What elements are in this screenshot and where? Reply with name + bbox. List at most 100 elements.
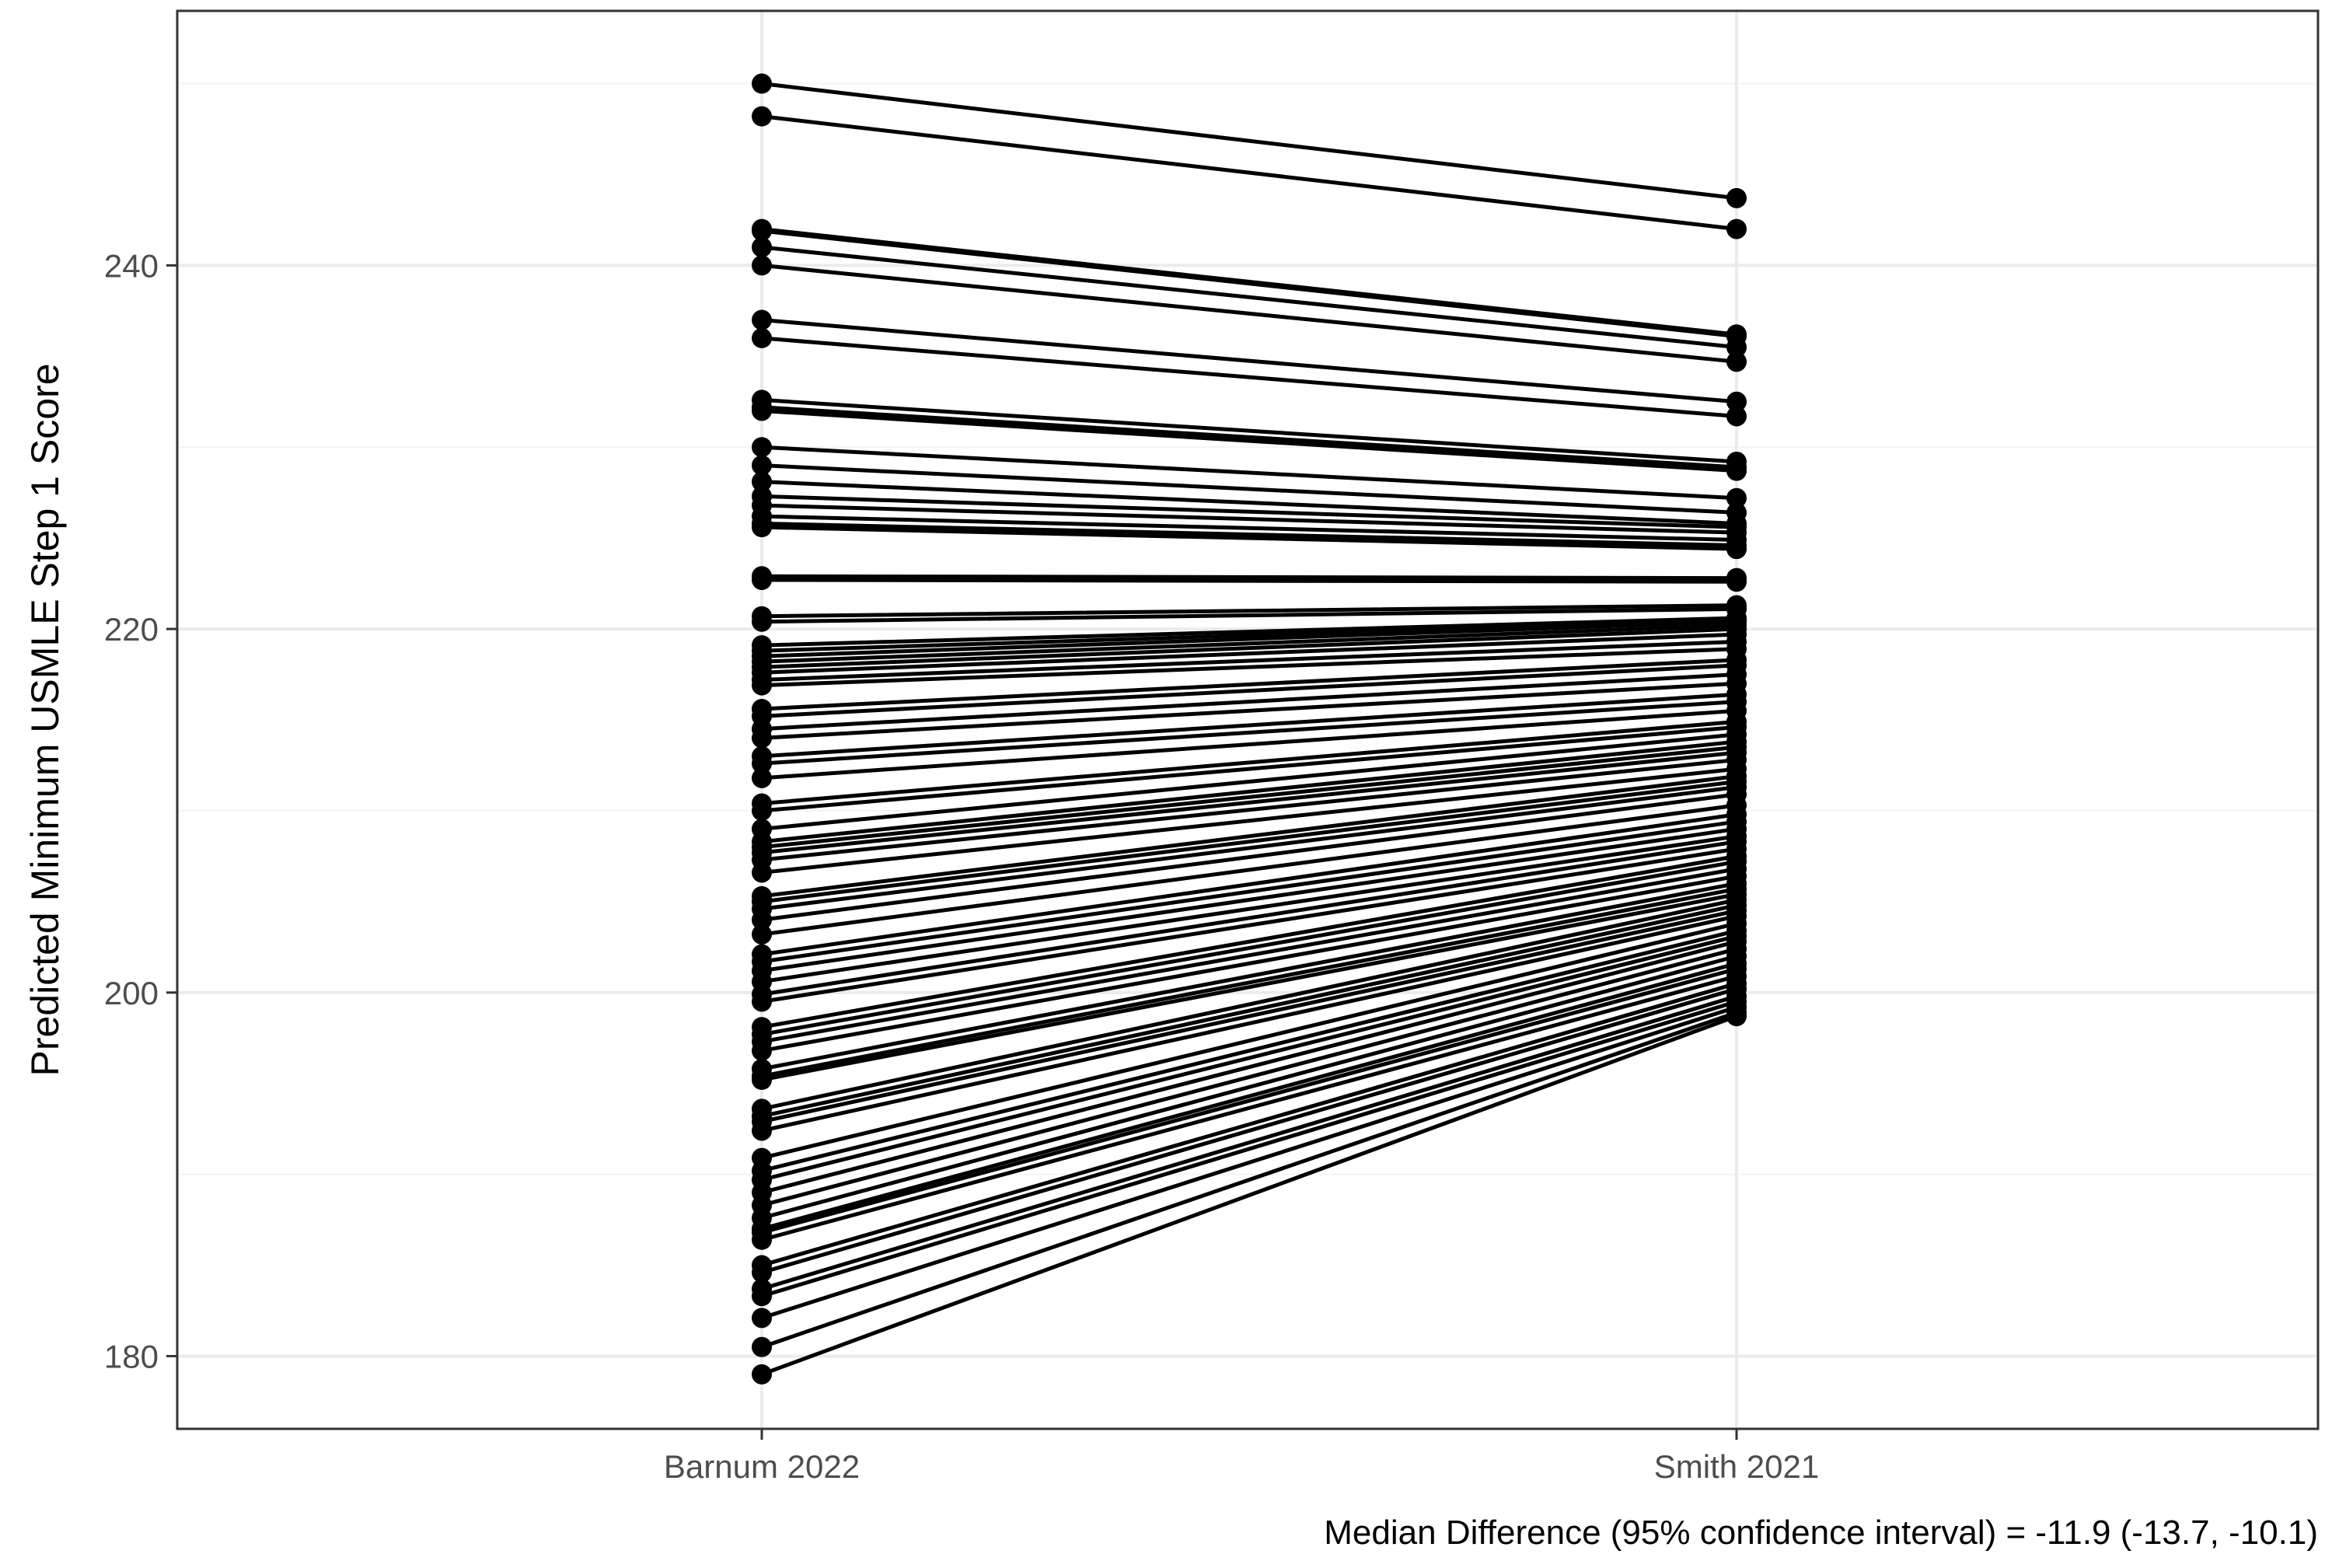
point-barnum-2022 [752, 800, 772, 821]
point-smith-2021 [1726, 406, 1747, 427]
point-barnum-2022 [752, 1286, 772, 1307]
pair-line [759, 859, 1739, 1037]
pair-line [759, 854, 1739, 1029]
pair-line [759, 909, 1739, 1124]
pair-line [759, 408, 1739, 473]
point-barnum-2022 [752, 753, 772, 774]
pair-line [759, 947, 1739, 1207]
pair-line [759, 692, 1739, 759]
pair-line [759, 663, 1739, 718]
pair-line [759, 745, 1739, 850]
pair-line [759, 750, 1739, 855]
pair-line [759, 405, 1739, 470]
pair-line [759, 525, 1739, 551]
pair-line [759, 826, 1739, 973]
pair-line [759, 700, 1739, 766]
point-barnum-2022 [752, 569, 772, 590]
pair-line [759, 974, 1739, 1242]
pair-line [759, 892, 1739, 1082]
pair-line [759, 632, 1739, 675]
pair-line [759, 780, 1739, 904]
pair-line [759, 672, 1739, 732]
point-barnum-2022 [752, 237, 772, 257]
data-points [752, 73, 1747, 1385]
point-barnum-2022 [752, 73, 772, 94]
pair-line [759, 966, 1739, 1234]
pair-line [759, 934, 1739, 1182]
point-barnum-2022 [752, 1040, 772, 1061]
y-tick-label: 180 [104, 1338, 159, 1374]
point-barnum-2022 [752, 1229, 772, 1250]
pair-line [759, 1010, 1739, 1350]
point-barnum-2022 [752, 400, 772, 421]
pair-line [759, 620, 1739, 658]
point-barnum-2022 [752, 728, 772, 749]
pair-line [759, 812, 1739, 957]
point-barnum-2022 [752, 1336, 772, 1357]
point-barnum-2022 [752, 255, 772, 276]
point-barnum-2022 [752, 1262, 772, 1283]
point-barnum-2022 [752, 675, 772, 696]
pair-line [759, 480, 1739, 526]
pair-line [759, 954, 1739, 1221]
point-barnum-2022 [752, 327, 772, 348]
pair-line [759, 463, 1739, 515]
point-barnum-2022 [752, 924, 772, 945]
point-barnum-2022 [752, 910, 772, 931]
median-difference-caption: Median Difference (95% confidence interv… [1324, 1514, 2318, 1552]
point-smith-2021 [1726, 1006, 1747, 1027]
pair-line [759, 774, 1739, 899]
pair-line [759, 757, 1739, 862]
pair-line [759, 617, 1739, 653]
pair-line [759, 840, 1739, 997]
pair-line [759, 245, 1739, 350]
pair-line [759, 803, 1739, 937]
point-barnum-2022 [752, 220, 772, 241]
y-tick-label: 220 [104, 611, 159, 648]
point-barnum-2022 [752, 437, 772, 458]
panel-border [176, 9, 2320, 1430]
pair-line [759, 914, 1739, 1133]
pair-line [759, 792, 1739, 922]
point-smith-2021 [1726, 337, 1747, 358]
pair-line [759, 847, 1739, 1004]
point-barnum-2022 [752, 106, 772, 127]
pair-line [759, 82, 1739, 201]
pair-line [759, 939, 1739, 1195]
point-barnum-2022 [752, 1070, 772, 1091]
point-smith-2021 [1726, 487, 1747, 508]
pair-line [759, 623, 1739, 664]
point-barnum-2022 [752, 991, 772, 1012]
pair-line [759, 898, 1739, 1111]
pair-line [759, 874, 1739, 1053]
pair-line [759, 999, 1739, 1298]
pair-line [759, 903, 1739, 1119]
point-barnum-2022 [752, 767, 772, 788]
pair-line [759, 229, 1739, 339]
point-smith-2021 [1726, 351, 1747, 372]
pair-line [759, 867, 1739, 1044]
pair-line [759, 578, 1739, 584]
pair-line [759, 603, 1739, 619]
pair-line [759, 503, 1739, 535]
pair-line [759, 639, 1739, 683]
pair-line [759, 881, 1739, 1071]
pair-line [759, 514, 1739, 542]
pair-line [759, 886, 1739, 1078]
pair-line [759, 834, 1739, 984]
point-smith-2021 [1726, 460, 1747, 481]
pair-line [759, 574, 1739, 581]
pair-line [759, 725, 1739, 813]
pair-line [759, 961, 1739, 1231]
pair-line [759, 708, 1739, 781]
pair-line [759, 114, 1739, 232]
point-barnum-2022 [752, 471, 772, 492]
pair-line [759, 658, 1739, 711]
y-axis-title: Predicted Minimum USMLE Step 1 Score [23, 363, 67, 1076]
pair-line [759, 616, 1739, 648]
pair-line [759, 681, 1739, 740]
pair-line [759, 739, 1739, 844]
point-smith-2021 [1726, 218, 1747, 239]
point-smith-2021 [1726, 391, 1747, 412]
